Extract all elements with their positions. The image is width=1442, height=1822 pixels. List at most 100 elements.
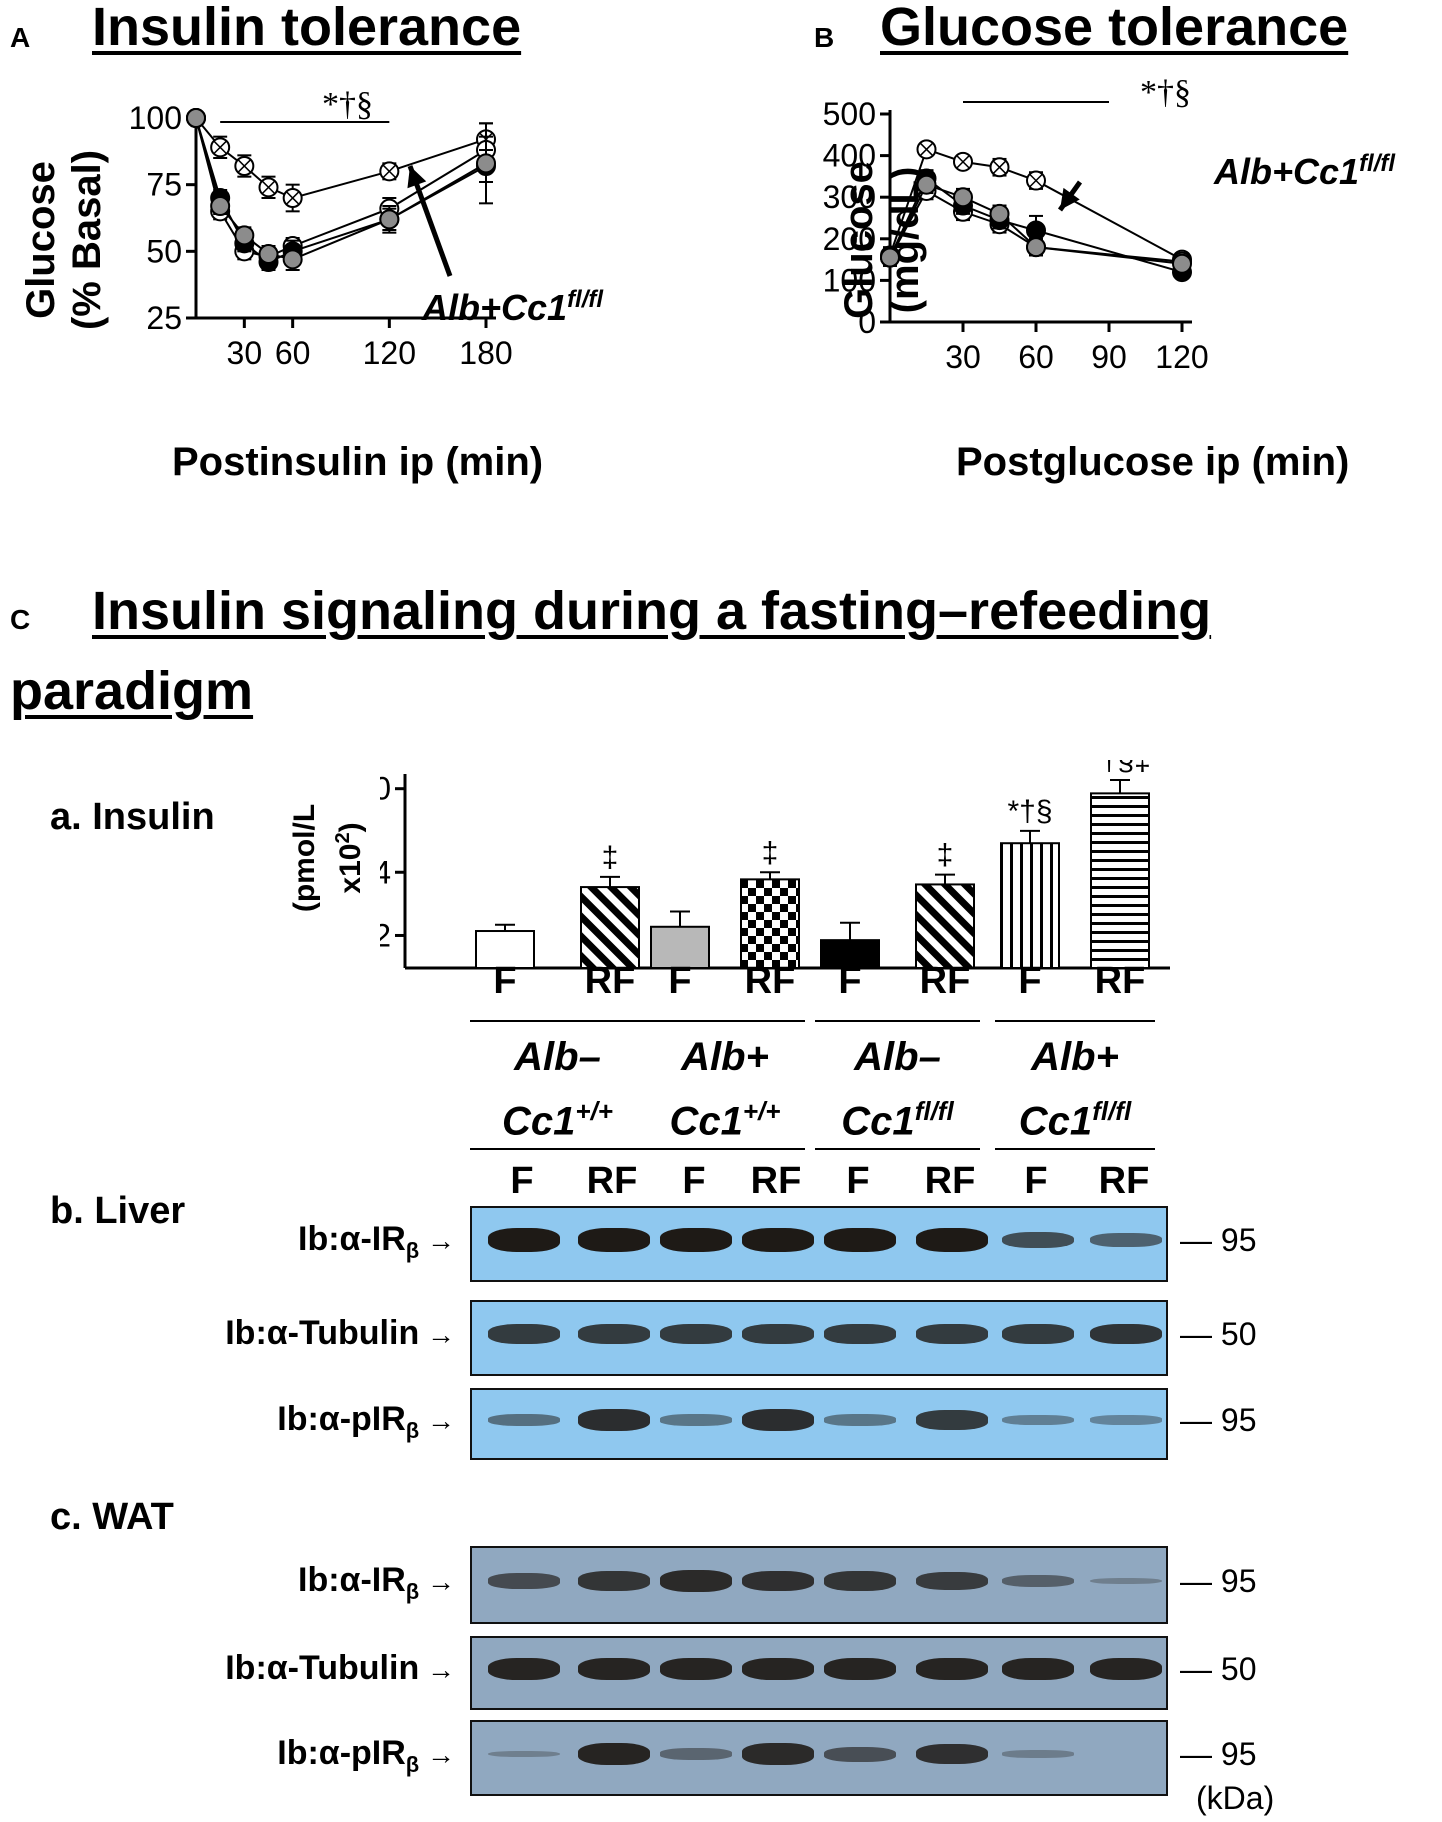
- panel-c-title-line1: Insulin signaling during a fasting–refee…: [92, 581, 1212, 641]
- y-tick-label: 75: [146, 167, 182, 203]
- data-point: [282, 249, 303, 270]
- arrow-right-icon: →: [419, 1739, 455, 1770]
- data-point: [210, 196, 231, 216]
- y-tick-label: 200: [823, 221, 876, 257]
- panel-b-xlabel: Postglucose ip (min): [956, 440, 1350, 484]
- kda-value: 50: [1220, 1316, 1257, 1352]
- blot-band: [742, 1743, 814, 1765]
- blot-wat-1: [470, 1636, 1168, 1710]
- kda-marker: — 50: [1180, 1316, 1256, 1353]
- marker-cross: [237, 159, 252, 173]
- kda-tick: —: [1180, 1736, 1221, 1772]
- marker-cross: [382, 164, 397, 179]
- blot-band: [916, 1657, 988, 1681]
- blot-label: Ib:α-Tubulin →: [140, 1314, 455, 1358]
- blot-lane-label: RF: [924, 1160, 976, 1202]
- panel-b-title: Glucose tolerance: [880, 0, 1349, 57]
- blot-band: [1090, 1323, 1162, 1345]
- lane-label-f: F: [668, 960, 692, 1002]
- blot-band: [742, 1228, 814, 1252]
- blot-liver-0: [470, 1206, 1168, 1282]
- bar: [580, 886, 640, 969]
- genotype-sup: fl/fl: [1092, 1096, 1132, 1126]
- data-point: [916, 174, 937, 195]
- blot-band: [578, 1571, 650, 1591]
- x-tick-label: 60: [275, 335, 311, 371]
- bar: [820, 939, 880, 970]
- genotype-gene: Cc1: [502, 1099, 576, 1144]
- arrow-head-icon: [1060, 187, 1080, 210]
- panel-letter-c: C: [10, 604, 31, 635]
- blot-band: [916, 1410, 988, 1430]
- x-tick-label: 30: [945, 339, 981, 375]
- blot-band: [916, 1743, 988, 1765]
- kda-tick: —: [1180, 1563, 1221, 1599]
- group-underline: [995, 1020, 1155, 1022]
- insulin-ylabel: (pmol/L x102): [286, 778, 370, 938]
- genotype-sup: +/+: [742, 1096, 781, 1126]
- blot-band: [1090, 1232, 1162, 1248]
- blot-label: Ib:α-IRβ →: [140, 1220, 455, 1264]
- blot-label: Ib:α-Tubulin →: [140, 1649, 455, 1693]
- panel-b-annotation-sup: fl/fl: [1359, 150, 1396, 177]
- blot-band: [916, 1324, 988, 1344]
- blot-label-sub: β: [405, 1237, 420, 1263]
- bar: [475, 930, 535, 969]
- genotype-line1: Alb–: [514, 1035, 601, 1079]
- genotype-underline: [815, 1148, 980, 1150]
- significance-mark: *†§: [1007, 795, 1052, 828]
- marker-cross: [261, 180, 276, 195]
- blot-label-sub: β: [405, 1751, 420, 1777]
- blot-liver-1: [470, 1300, 1168, 1376]
- data-point: [1026, 237, 1046, 258]
- arrow-right-icon: →: [419, 1654, 455, 1685]
- blot-band: [578, 1742, 650, 1766]
- genotype-label: Alb+ Cc1+/+: [630, 1030, 820, 1148]
- blot-band: [488, 1573, 560, 1589]
- genotype-row: Alb– Cc1+/+ Alb+ Cc1+/+ Alb– Cc1fl/fl Alb+ Cc1f…: [0, 1030, 1442, 1160]
- significance-mark: ‡: [602, 841, 619, 874]
- blot-band: [488, 1750, 560, 1758]
- liver-label: b. Liver: [50, 1190, 186, 1232]
- genotype-underline: [470, 1148, 645, 1150]
- insulin-bar-chart: 2 4 10 ‡ ‡ ‡ *†§ *†§‡: [380, 760, 1170, 970]
- bar: [1000, 842, 1060, 969]
- blot-label: Ib:α-pIRβ →: [140, 1400, 455, 1444]
- genotype-sup: fl/fl: [914, 1096, 954, 1126]
- blot-label-text: Ib:α-Tubulin: [225, 1649, 420, 1687]
- blot-band: [660, 1324, 732, 1344]
- data-point: [953, 187, 973, 208]
- genotype-underline: [645, 1148, 805, 1150]
- panel-a-annotation: Alb+Cc1fl/fl: [422, 286, 603, 329]
- x-tick-label: 120: [1155, 339, 1208, 375]
- insulin-label: a. Insulin: [50, 796, 215, 838]
- panel-a-sig: *†§: [322, 86, 373, 123]
- panel-c-title-line2: paradigm: [10, 661, 254, 721]
- blot-band: [660, 1657, 732, 1681]
- x-tick-label: 30: [227, 335, 263, 371]
- blot-label-text: Ib:α-IR: [298, 1220, 406, 1258]
- genotype-line1: Alb+: [1031, 1035, 1119, 1079]
- blot-label-sub: β: [405, 1578, 420, 1604]
- y-tick-label: 4: [380, 854, 391, 890]
- kda-value: 95: [1220, 1563, 1257, 1599]
- bar: [915, 883, 975, 969]
- kda-marker: — 95: [1180, 1222, 1256, 1259]
- y-tick-label: 0: [858, 304, 876, 340]
- kda-value: 95: [1220, 1402, 1257, 1438]
- panel-a-annotation-text: Alb+Cc1: [422, 287, 568, 328]
- y-tick-label: 50: [146, 233, 182, 269]
- insulin-ylabel-close: ): [334, 822, 367, 833]
- lane-labels-insulin: F RF F RF F RF F RF: [0, 960, 1442, 1022]
- y-tick-label: 100: [823, 262, 876, 298]
- series-line: [889, 148, 1183, 261]
- blot-band: [488, 1657, 560, 1681]
- genotype-line2: Cc1+/+: [463, 1084, 653, 1148]
- arrow-head-icon: [407, 166, 427, 189]
- data-point: [258, 244, 279, 264]
- data-point: [1026, 220, 1046, 241]
- panel-a-title: Insulin tolerance: [92, 0, 522, 57]
- blot-band: [1002, 1574, 1074, 1588]
- bar: [740, 878, 800, 969]
- blot-wat-0: [470, 1546, 1168, 1624]
